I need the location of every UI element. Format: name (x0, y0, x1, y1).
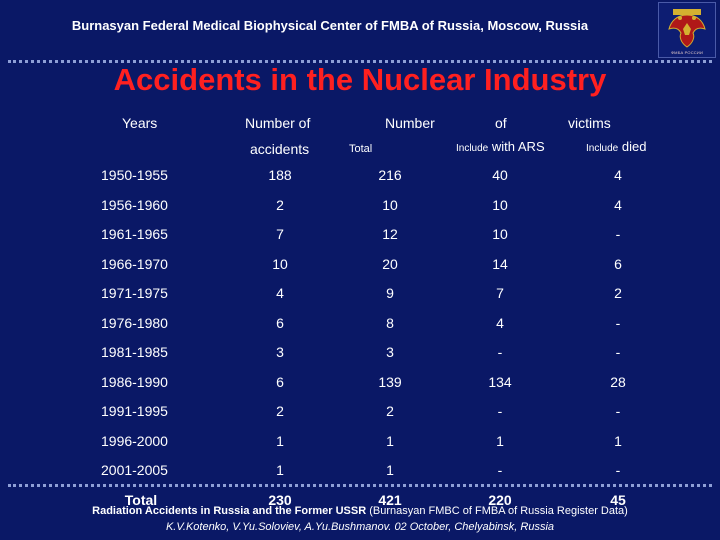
row-years: 1976-1980 (101, 314, 168, 331)
header-include-died: Include died (586, 138, 646, 158)
table-cell: - (615, 403, 621, 419)
total-cell: 421 (378, 491, 402, 508)
died-label: died (621, 139, 647, 154)
header-number-of: Number of (245, 115, 311, 131)
with-ars-label: with ARS (491, 139, 545, 154)
row-years: 1981-1985 (101, 344, 168, 360)
table-cell: 10 (492, 196, 508, 213)
table-cell: 139 (378, 373, 402, 390)
table-cell: - (497, 344, 503, 360)
table-cell: 4 (614, 196, 622, 213)
table-cell: 40 (492, 167, 508, 183)
table-cell: 10 (492, 226, 508, 242)
table-cell: 1 (386, 462, 394, 478)
table-cell: 8 (386, 314, 394, 331)
footer-authors: K.V.Kotenko, V.Yu.Soloviev, A.Yu.Bushman… (165, 521, 555, 533)
top-divider (8, 60, 712, 63)
table-cell: 20 (382, 255, 398, 272)
table-cell: 4 (276, 285, 284, 301)
table-cell: 1 (386, 432, 394, 449)
table-cell: 3 (276, 344, 284, 360)
table-cell: 4 (614, 167, 622, 183)
row-years: 1966-1970 (101, 255, 168, 272)
table-cell: 1 (276, 462, 284, 478)
table-cell: - (615, 344, 621, 360)
table-cell: 216 (378, 167, 402, 183)
table-cell: 2 (276, 403, 284, 419)
institution-header: Burnasyan Federal Medical Biophysical Ce… (71, 18, 589, 33)
total-cell: 45 (610, 491, 626, 508)
total-label: Total (124, 491, 158, 508)
table-cell: - (615, 226, 621, 242)
footer-source-rest: (Burnasyan FMBC of FMBA of Russia Regist… (366, 505, 628, 517)
table-cell: 7 (496, 285, 504, 301)
header-of: of (495, 115, 507, 131)
table-cell: 7 (276, 226, 284, 242)
row-years: 1986-1990 (101, 373, 168, 390)
table-cell: 2 (614, 285, 622, 301)
table-cell: - (615, 462, 621, 478)
table-cell: 28 (610, 373, 626, 390)
table-cell: 2 (386, 403, 394, 419)
header-number: Number (385, 115, 435, 131)
table-cell: 3 (386, 344, 394, 360)
total-cell: 220 (488, 491, 512, 508)
footer-source-title: Radiation Accidents in Russia and the Fo… (92, 505, 367, 517)
table-cell: 10 (272, 255, 288, 272)
emblem-caption: ФМБА РОССИИ (670, 50, 704, 55)
table-cell: 188 (268, 167, 292, 183)
table-cell: - (497, 403, 503, 419)
table-cell: 12 (382, 226, 398, 242)
table-cell: - (497, 462, 503, 478)
row-years: 1996-2000 (101, 432, 168, 449)
row-years: 1961-1965 (101, 226, 168, 242)
table-cell: 9 (386, 285, 394, 301)
header-accidents: accidents (250, 141, 310, 157)
table-cell: 4 (496, 314, 504, 331)
row-years: 1956-1960 (101, 196, 168, 213)
header-victims: victims (568, 115, 611, 131)
header-years: Years (122, 115, 158, 131)
table-cell: 1 (276, 432, 284, 449)
table-cell: 134 (488, 373, 512, 390)
row-years: 1991-1995 (101, 403, 168, 419)
header-total: Total (349, 143, 373, 155)
table-cell: 1 (614, 432, 622, 449)
table-cell: 14 (492, 255, 508, 272)
row-years: 1971-1975 (101, 285, 168, 301)
include-label: Include (456, 143, 489, 154)
emblem-logo: ФМБА РОССИИ (658, 2, 716, 58)
table-cell: 1 (496, 432, 504, 449)
footer-source: Radiation Accidents in Russia and the Fo… (0, 505, 720, 517)
total-cell: 230 (268, 491, 292, 508)
bottom-divider (8, 484, 712, 487)
row-years: 2001-2005 (101, 462, 168, 478)
table-cell: 2 (276, 196, 284, 213)
header-include-ars: Include with ARS (456, 138, 545, 158)
table-cell: 6 (276, 373, 284, 390)
table-cell: 10 (382, 196, 398, 213)
row-years: 1950-1955 (101, 167, 168, 183)
table-cell: 6 (276, 314, 284, 331)
double-headed-eagle-icon (668, 9, 706, 48)
table-cell: - (615, 314, 621, 331)
table-cell: 6 (614, 255, 622, 272)
slide-title: Accidents in the Nuclear Industry (113, 62, 607, 97)
include-label: Include (586, 143, 619, 154)
